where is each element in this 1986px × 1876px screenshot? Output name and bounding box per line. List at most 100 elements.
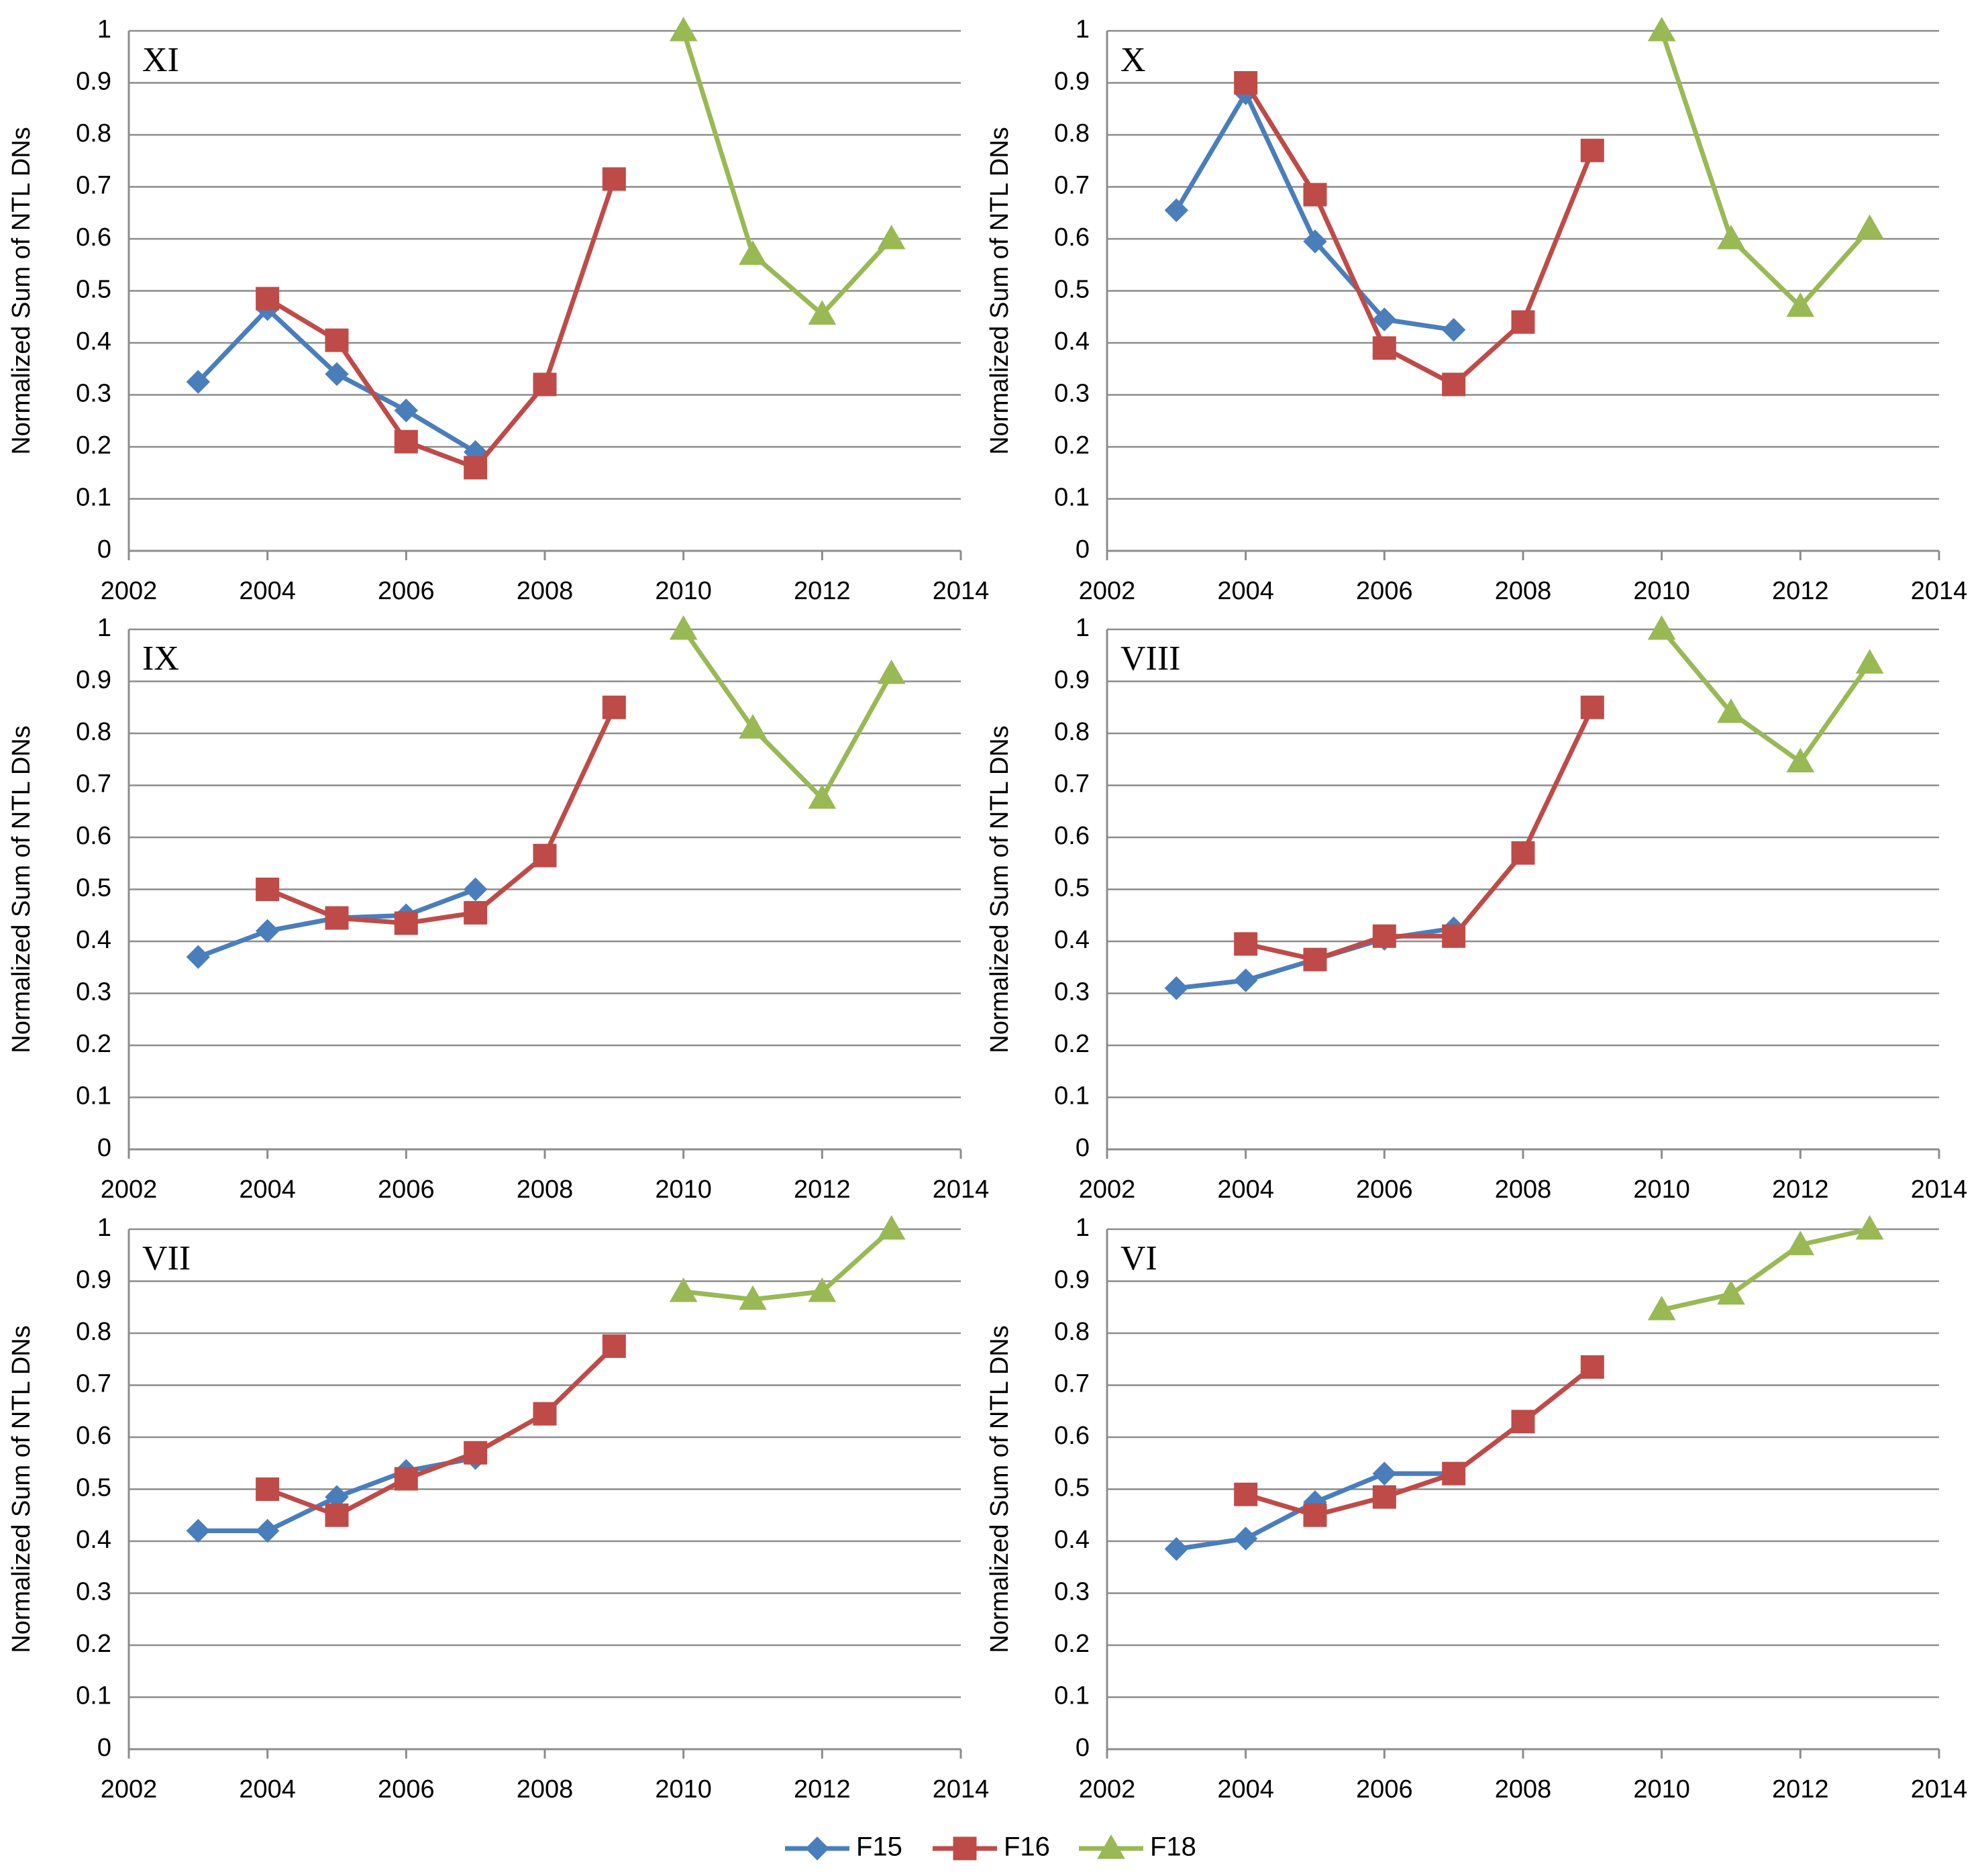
data-point-f18 [808,1277,837,1302]
x-tick-label: 2012 [794,1176,851,1204]
data-point-f16 [1234,932,1258,956]
data-point-f16 [602,1334,626,1358]
data-point-f16 [1372,1485,1396,1509]
x-tick-label: 2014 [1911,577,1968,605]
data-point-f18 [739,240,767,265]
y-axis-title: Normalized Sum of NTL DNs [7,725,36,1053]
x-tick-label: 2008 [1495,577,1552,605]
panel-label: X [1120,41,1146,79]
x-tick-label: 2002 [101,1176,158,1204]
panel-label: VI [1120,1239,1157,1278]
x-tick-label: 2010 [655,577,712,605]
y-tick-label: 0.9 [1054,1266,1090,1294]
y-tick-label: 0.5 [76,1474,111,1502]
y-tick-label: 0.9 [76,68,111,96]
y-tick-label: 0.5 [76,276,111,304]
y-tick-label: 0.8 [76,718,111,746]
chart-panel-xi: 0 0.1 0.2 0.3 0.4 0.5 0.6 0.7 0.8 0.9 1 2002 2004 200… [7,15,989,605]
series-line-f16 [1243,1364,1595,1518]
y-tick-label: 0.5 [1054,1474,1090,1502]
data-point-f18 [1717,698,1745,723]
data-point-f18 [877,1214,906,1240]
x-tick-label: 2004 [1217,577,1274,605]
y-tick-label: 0 [1076,1134,1090,1162]
y-tick-label: 0.3 [1054,1578,1090,1606]
data-point-f16 [1580,138,1604,162]
data-point-f16 [394,911,418,935]
y-tick-label: 1 [1076,15,1090,44]
data-point-f15 [186,1518,211,1543]
data-point-f18 [1855,214,1884,239]
y-tick-label: 0.2 [76,431,111,460]
y-tick-label: 0.7 [1054,172,1090,200]
y-tick-label: 0.5 [1054,874,1090,902]
x-tick-label: 2008 [1495,1775,1552,1804]
data-point-f16 [1580,695,1604,719]
y-tick-label: 0.1 [1054,1682,1090,1710]
x-tick-label: 2012 [1772,577,1829,605]
y-tick-label: 0.8 [1054,718,1090,746]
data-point-f15 [1164,198,1189,223]
data-point-f16 [533,843,557,868]
data-point-f16 [1442,924,1466,948]
y-tick-label: 1 [1076,1214,1090,1242]
data-point-f16 [533,372,557,397]
x-tick-label: 2004 [1217,1176,1274,1204]
data-point-f16 [1372,924,1396,948]
y-tick-label: 0.7 [76,770,111,798]
data-point-f18 [739,714,767,739]
data-point-f15 [1233,968,1258,992]
y-tick-label: 1 [97,1214,111,1242]
series-line-f16 [265,176,617,470]
y-tick-label: 0.6 [76,223,111,252]
y-axis-title: Normalized Sum of NTL DNs [7,127,36,455]
y-axis-title: Normalized Sum of NTL DNs [986,1325,1014,1653]
data-point-f18 [1855,1214,1884,1240]
x-tick-label: 2012 [1772,1176,1829,1204]
y-tick-label: 0.2 [76,1030,111,1058]
y-tick-label: 0 [1076,535,1090,564]
y-tick-label: 0.7 [76,172,111,200]
x-tick-label: 2012 [794,577,851,605]
x-tick-label: 2014 [933,577,990,605]
data-point-f16 [325,328,349,352]
legend-label: F15 [856,1832,902,1862]
x-tick-label: 2014 [1911,1176,1968,1204]
x-tick-label: 2014 [1911,1775,1968,1804]
y-axis-title: Normalized Sum of NTL DNs [7,1325,36,1653]
data-point-f18 [808,784,837,809]
x-tick-label: 2004 [239,1775,296,1804]
y-tick-label: 0.4 [76,327,111,356]
series-line-f15 [1173,91,1457,333]
y-tick-label: 0.4 [76,1526,111,1554]
data-point-f18 [1717,1280,1745,1305]
data-point-f18 [877,659,906,684]
data-point-f15 [255,1518,280,1543]
panel-label: VII [142,1239,191,1278]
y-tick-label: 0.3 [1054,380,1090,408]
y-tick-label: 0.4 [1054,1526,1090,1554]
y-tick-label: 0.6 [76,822,111,850]
y-tick-label: 0.1 [1054,1082,1090,1110]
legend-marker-f16 [953,1836,977,1861]
y-tick-label: 0.9 [76,1266,111,1294]
data-point-f16 [256,286,280,311]
data-point-f16 [1511,310,1535,334]
data-point-f15 [1372,307,1397,331]
data-point-f16 [1234,1482,1258,1506]
chart-panel-viii: 0 0.1 0.2 0.3 0.4 0.5 0.6 0.7 0.8 0.9 1 2002 2004 200… [986,614,1967,1204]
data-point-f16 [1511,1410,1535,1434]
data-point-f18 [1647,16,1676,42]
legend-item-f15: F15 [785,1832,902,1862]
y-tick-label: 1 [1076,614,1090,642]
data-point-f18 [669,615,698,640]
data-point-f15 [186,370,211,394]
data-point-f16 [325,1503,349,1527]
x-tick-label: 2008 [517,577,574,605]
data-point-f16 [464,456,488,480]
x-tick-label: 2006 [1356,577,1413,605]
x-tick-label: 2008 [1495,1176,1552,1204]
data-point-f16 [394,1467,418,1491]
y-tick-label: 0.3 [76,978,111,1006]
data-point-f15 [325,362,349,386]
